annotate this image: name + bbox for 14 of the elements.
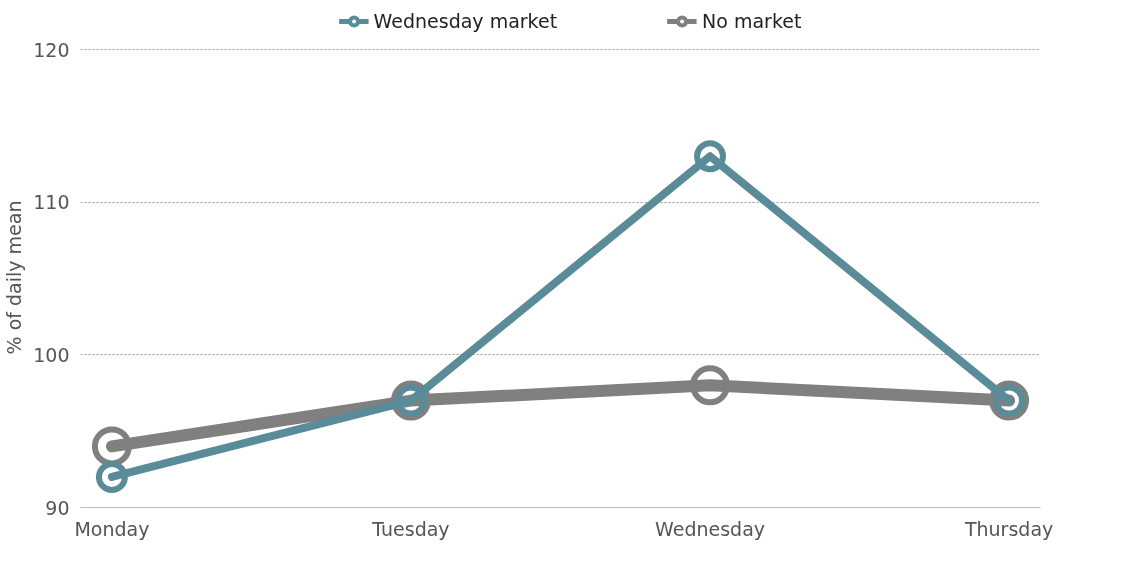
x-tick-label: Tuesday <box>371 517 450 540</box>
x-tick-label: Wednesday <box>655 517 766 540</box>
legend-label: No market <box>702 10 802 32</box>
x-tick-label: Monday <box>74 517 150 540</box>
y-tick-label: 90 <box>45 496 70 519</box>
legend-label: Wednesday market <box>373 10 558 32</box>
y-tick-label: 120 <box>33 38 70 61</box>
y-axis-title: % of daily mean <box>3 200 26 355</box>
y-tick-label: 110 <box>33 191 70 214</box>
y-tick-label: 100 <box>33 343 70 366</box>
point <box>95 460 128 493</box>
point <box>690 365 731 406</box>
point <box>694 140 727 173</box>
x-tick-label: Thursday <box>963 517 1054 540</box>
